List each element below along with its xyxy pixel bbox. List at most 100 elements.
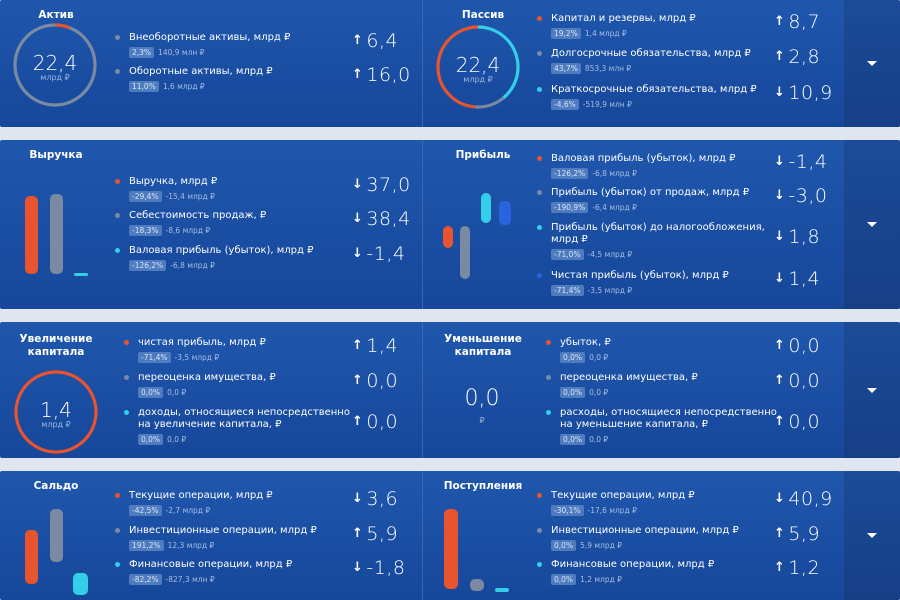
panel-divider — [422, 0, 423, 127]
item-value-number: 1,4 — [788, 268, 821, 290]
expand-button[interactable] — [844, 322, 900, 458]
item-value-number: -1,4 — [366, 243, 406, 265]
item-value-number: -1,8 — [366, 557, 406, 579]
legend-dot — [537, 528, 542, 533]
legend-dot — [537, 273, 542, 278]
arrow-down-icon: ↓ — [774, 229, 786, 244]
expand-button[interactable] — [844, 140, 900, 309]
arrow-down-icon: ↓ — [774, 491, 786, 506]
legend-dot — [546, 375, 551, 380]
item-label: Внеоборотные активы, млрд ₽ — [129, 32, 290, 44]
legend-dot — [537, 87, 542, 92]
section-title-line: Выручка — [29, 149, 83, 161]
expand-button[interactable] — [844, 471, 900, 600]
change-amount: -17,6 млрд ₽ — [587, 506, 637, 515]
section-title: Прибыль — [428, 149, 538, 162]
change-percent-badge: -42,5% — [129, 505, 162, 516]
item-label-text: Долгосрочные обязательства, млрд ₽ — [551, 48, 751, 59]
change-amount: -4,5 млрд ₽ — [587, 250, 633, 259]
item-change: 0,0% 0,0 ₽ — [138, 434, 186, 445]
item-value-number: 6,4 — [366, 30, 399, 52]
item-label: Краткосрочные обязательства, млрд ₽ — [551, 84, 757, 96]
item-label-text: Прибыль (убыток) от продаж, млрд ₽ — [551, 187, 750, 198]
arrow-down-icon: ↓ — [352, 246, 364, 261]
change-percent-badge: -126,2% — [551, 168, 589, 179]
item-label: переоценка имущества, ₽ — [560, 372, 698, 384]
arrow-up-icon: ↑ — [352, 526, 364, 541]
item-label-text: доходы, относящиеся непосредственно — [138, 407, 350, 418]
change-amount: 5,9 млрд ₽ — [580, 541, 622, 550]
item-change: 11,0% 1,6 млрд ₽ — [129, 81, 205, 92]
change-percent-badge: 0,0% — [560, 434, 586, 445]
arrow-up-icon: ↑ — [352, 338, 364, 353]
item-label-text: Инвестиционные операции, млрд ₽ — [129, 525, 317, 536]
item-label: Валовая прибыль (убыток), млрд ₽ — [551, 153, 736, 165]
section-title-line: Уменьшение — [444, 333, 522, 345]
chevron-down-icon — [867, 533, 877, 538]
item-label-text: на увеличение капитала, ₽ — [138, 419, 282, 430]
item-value-number: 37,0 — [366, 174, 411, 196]
panel-row2: Выручка Выручка, млрд ₽ -29,4% -15,4 млрд ₽… — [0, 140, 900, 309]
change-percent-badge: 0,0% — [138, 387, 164, 398]
item-value-number: -3,0 — [788, 185, 828, 207]
item-label: переоценка имущества, ₽ — [138, 372, 276, 384]
donut-chart: 22,4 млрд ₽ — [11, 21, 99, 109]
item-change: -190,9% -6,4 млрд ₽ — [551, 202, 637, 213]
donut-unit: млрд ₽ — [41, 420, 71, 430]
legend-dot — [124, 375, 129, 380]
item-value: ↓ -1,4 — [352, 243, 405, 265]
change-percent-badge: 11,0% — [129, 81, 159, 92]
item-label: доходы, относящиеся непосредственно на ув… — [138, 407, 350, 431]
item-label: Долгосрочные обязательства, млрд ₽ — [551, 48, 751, 60]
change-amount: 0,0 ₽ — [589, 435, 609, 444]
section-title: Уменьшение капитала — [428, 333, 538, 359]
change-percent-badge: -71,4% — [551, 285, 584, 296]
section-title-line: капитала — [454, 346, 512, 358]
item-label-text: Внеоборотные активы, млрд ₽ — [129, 32, 291, 43]
donut-ring — [14, 370, 98, 454]
change-percent-badge: 0,0% — [560, 387, 586, 398]
item-change: -82,2% -827,3 млн ₽ — [129, 574, 215, 585]
big-value: 0,0 — [464, 386, 500, 411]
legend-dot — [537, 562, 542, 567]
item-value-number: 16,0 — [366, 64, 411, 86]
change-amount: 0,0 ₽ — [167, 435, 187, 444]
item-label-text: расходы, относящиеся непосредственно — [560, 407, 777, 418]
item-change: -30,1% -17,6 млрд ₽ — [551, 505, 637, 516]
item-change: 0,0% 0,0 ₽ — [560, 387, 608, 398]
arrow-up-icon: ↑ — [352, 33, 364, 48]
donut-chart: 1,4 млрд ₽ — [12, 368, 100, 456]
item-label-text: Текущие операции, млрд ₽ — [129, 490, 273, 501]
expand-button[interactable] — [844, 0, 900, 127]
arrow-up-icon: ↑ — [352, 67, 364, 82]
item-change: 0,0% 0,0 ₽ — [560, 434, 608, 445]
section-title: Поступления — [428, 480, 538, 493]
legend-dot — [537, 51, 542, 56]
item-value: ↓ -1,8 — [352, 557, 405, 579]
change-percent-badge: 0,0% — [551, 574, 577, 585]
item-change: -29,4% -15,4 млрд ₽ — [129, 191, 215, 202]
change-amount: 853,3 млн ₽ — [584, 64, 632, 73]
item-value: ↑ 8,7 — [774, 11, 820, 33]
item-value: ↓ 1,8 — [774, 226, 820, 248]
item-label: чистая прибыль, млрд ₽ — [138, 337, 266, 349]
bar-mark — [25, 530, 38, 584]
item-label-text: Оборотные активы, млрд ₽ — [129, 66, 273, 77]
change-percent-badge: -82,2% — [129, 574, 162, 585]
item-value: ↓ 37,0 — [352, 174, 411, 196]
change-percent-badge: -30,1% — [551, 505, 584, 516]
change-amount: -6,8 млрд ₽ — [170, 261, 215, 270]
item-label-text: Себестоимость продаж, ₽ — [129, 210, 267, 221]
legend-dot — [115, 248, 120, 253]
item-label-text: убыток, ₽ — [560, 337, 611, 348]
donut-chart: 22,4 млрд ₽ — [434, 23, 522, 111]
item-label-text: переоценка имущества, ₽ — [138, 372, 276, 383]
item-value-number: 3,6 — [366, 488, 399, 510]
item-change: 43,7% 853,3 млн ₽ — [551, 63, 631, 74]
change-percent-badge: -18,3% — [129, 225, 162, 236]
item-label-text: Чистая прибыль (убыток), млрд ₽ — [551, 270, 729, 281]
section-title-line: Поступления — [443, 480, 523, 492]
arrow-down-icon: ↓ — [352, 177, 364, 192]
item-label: Финансовые операции, млрд ₽ — [551, 559, 714, 571]
item-value: ↑ 16,0 — [352, 64, 411, 86]
